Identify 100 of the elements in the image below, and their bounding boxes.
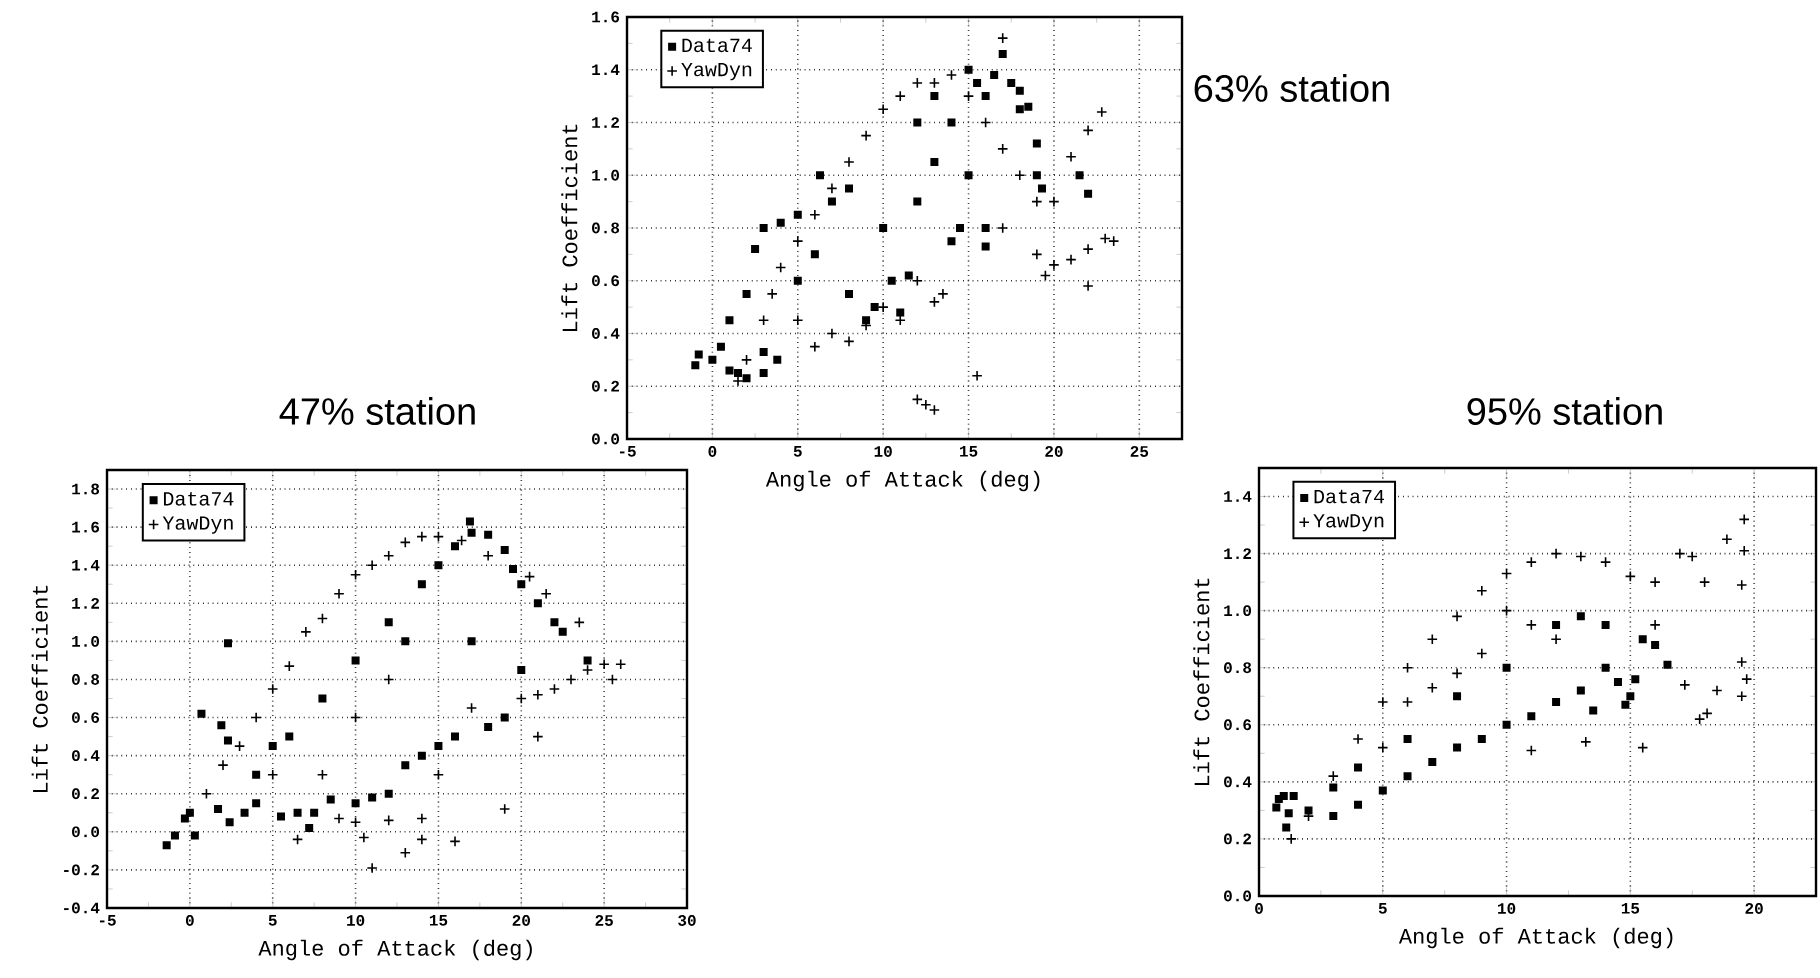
point (1329, 783, 1338, 792)
point (815, 171, 824, 180)
point (843, 156, 855, 168)
point (913, 197, 922, 206)
point (185, 808, 194, 817)
point (532, 731, 544, 743)
point (558, 627, 567, 636)
point (250, 711, 262, 724)
point (565, 673, 577, 686)
point (887, 276, 896, 285)
point (1576, 686, 1585, 695)
point (598, 658, 610, 670)
point (333, 588, 345, 600)
point (548, 683, 561, 695)
x-tick-label: -5 (99, 915, 116, 926)
point (964, 171, 973, 180)
x-tick-label: 5 (793, 446, 802, 457)
point (383, 673, 395, 686)
point (170, 831, 179, 840)
point (1649, 619, 1661, 631)
point (268, 742, 277, 751)
point (225, 818, 234, 827)
y-tick-label: 0.8 (592, 222, 620, 234)
point (1453, 743, 1462, 752)
point (1502, 720, 1511, 729)
point (484, 530, 493, 539)
point (417, 751, 426, 760)
legend-label: YawDyn (681, 62, 752, 81)
point (1580, 736, 1592, 748)
point (1576, 612, 1585, 621)
point (1403, 735, 1412, 744)
point (180, 814, 189, 823)
point (1453, 692, 1462, 701)
point (742, 289, 751, 298)
point (920, 399, 932, 411)
point (606, 673, 619, 686)
point (500, 545, 509, 554)
x-tick-label: 10 (874, 446, 892, 457)
y-tick-label: 1.2 (592, 117, 619, 128)
point (877, 103, 889, 115)
point (351, 656, 360, 665)
point (1637, 742, 1649, 754)
x-tick-label: 10 (1498, 903, 1516, 914)
point (300, 626, 312, 638)
point (894, 90, 906, 102)
point (1631, 675, 1640, 684)
point (928, 77, 940, 89)
point (1686, 550, 1698, 563)
point (515, 692, 527, 705)
point (845, 289, 854, 298)
y-tick-label: 1.4 (592, 64, 620, 76)
y-tick-label: 0.0 (1224, 890, 1252, 902)
point (708, 355, 717, 364)
x-tick-label: 0 (708, 446, 717, 457)
point (581, 664, 594, 676)
point (223, 736, 232, 745)
point (310, 808, 319, 817)
point (1285, 833, 1297, 845)
point (980, 116, 992, 129)
point (1084, 189, 1093, 198)
point (318, 694, 327, 703)
point (223, 639, 232, 648)
point (573, 616, 585, 628)
point (252, 799, 261, 808)
point (827, 197, 836, 206)
point (1428, 757, 1437, 766)
point (384, 789, 393, 798)
point (1599, 556, 1612, 568)
point (759, 369, 768, 378)
x-tick-label: 30 (678, 915, 696, 926)
legend-label: Data74 (1314, 489, 1385, 504)
x-tick-label: 15 (1621, 903, 1640, 914)
point (1401, 662, 1414, 674)
point (1451, 667, 1463, 680)
point (1525, 556, 1537, 568)
point (826, 182, 838, 195)
point (1031, 196, 1043, 208)
point (928, 296, 940, 308)
point (971, 370, 983, 382)
y-tick-label: 0.2 (592, 380, 619, 392)
point (1031, 248, 1043, 260)
point (1736, 656, 1748, 668)
y-tick-label: 0.8 (1224, 662, 1252, 674)
y-axis-title: Lift Coefficient (1193, 578, 1210, 786)
point (911, 77, 923, 89)
point (200, 788, 213, 800)
point (1032, 139, 1041, 148)
point (759, 223, 768, 232)
point (740, 354, 753, 366)
point (1352, 733, 1364, 745)
point (451, 542, 460, 551)
point (583, 656, 592, 665)
point (267, 769, 279, 781)
point (947, 118, 956, 127)
point (694, 350, 703, 359)
point (366, 862, 378, 874)
point (904, 271, 913, 280)
point (725, 316, 734, 325)
point (1272, 803, 1281, 812)
point (1601, 663, 1610, 672)
